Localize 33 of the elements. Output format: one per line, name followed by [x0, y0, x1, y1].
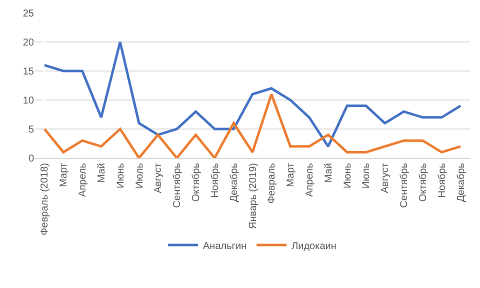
x-tick-label: Август — [380, 162, 392, 194]
y-tick-label: 20 — [22, 38, 34, 48]
x-tick-label: Февраль (2018) — [40, 163, 51, 236]
x-tick-label: Февраль — [266, 163, 278, 204]
x-tick-label: Август — [153, 162, 164, 194]
x-tick-label: Декабрь — [456, 163, 467, 202]
x-tick-label: Июль — [134, 163, 146, 189]
x-tick-label: Октябрь — [191, 163, 202, 202]
x-tick-label: Декабрь — [228, 163, 240, 202]
y-tick-label: 15 — [22, 66, 34, 78]
x-tick-label: Май — [96, 163, 108, 183]
line-series — [43, 40, 462, 148]
x-tick-label: Апрель — [304, 163, 316, 197]
x-tick-label: Сентябрь — [399, 163, 410, 208]
x-tick-label: Июнь — [115, 163, 126, 188]
x-tick-label: Май — [323, 163, 334, 183]
y-tick-label: 10 — [22, 96, 34, 106]
x-tick-label: Январь (2019) — [248, 163, 259, 229]
y-tick-label: 5 — [28, 124, 34, 136]
x-tick-label: Июнь — [342, 163, 354, 188]
y-tick-label: 0 — [28, 154, 34, 164]
x-tick-label: Июль — [361, 163, 372, 189]
x-tick-label: Сентябрь — [172, 163, 184, 208]
line-series — [43, 92, 462, 158]
x-tick-label: Ноябрь — [436, 163, 448, 198]
x-tick-label: Март — [58, 162, 70, 187]
y-tick-label: 25 — [22, 8, 34, 20]
legend-label: Лидокаин — [292, 240, 336, 252]
x-tick-label: Март — [286, 162, 297, 187]
x-tick-label: Октябрь — [418, 163, 429, 202]
x-tick-label: Апрель — [78, 163, 89, 197]
x-tick-label: Ноябрь — [210, 163, 221, 198]
legend-label: Анальгин — [203, 240, 247, 252]
